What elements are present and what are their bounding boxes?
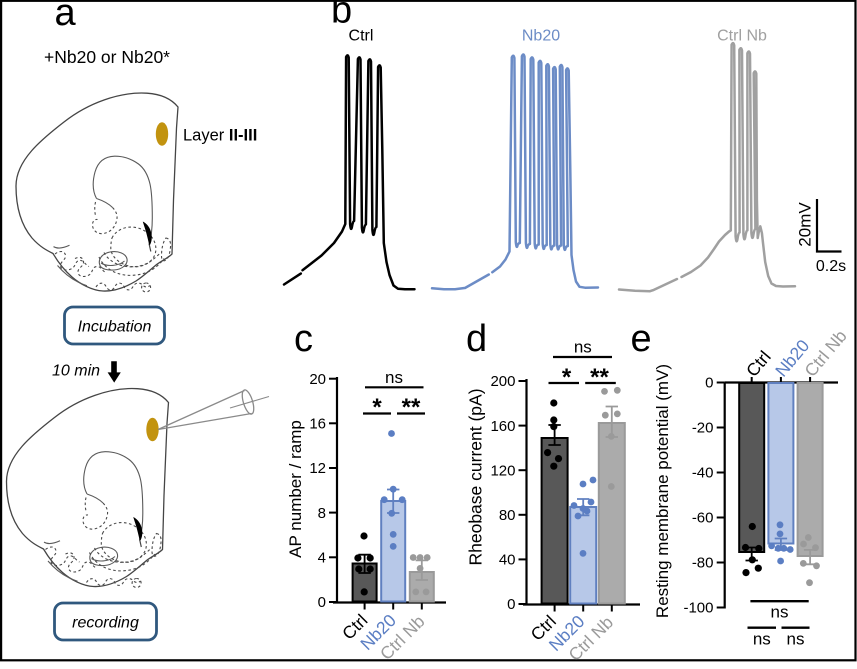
svg-text:Nb20: Nb20 <box>522 28 560 45</box>
svg-text:+Nb20 or Nb20*: +Nb20 or Nb20* <box>44 47 170 67</box>
svg-text:ns: ns <box>787 630 805 649</box>
svg-text:*: * <box>562 364 572 391</box>
svg-text:Ctrl: Ctrl <box>349 28 374 45</box>
svg-text:20mV: 20mV <box>796 202 815 247</box>
svg-text:8: 8 <box>318 505 326 522</box>
svg-text:Incubation: Incubation <box>78 319 152 336</box>
svg-text:4: 4 <box>318 550 326 567</box>
svg-text:Ctrl Nb: Ctrl Nb <box>717 28 767 45</box>
svg-text:160: 160 <box>490 418 515 435</box>
svg-text:-100: -100 <box>683 600 713 617</box>
svg-text:0.2s: 0.2s <box>816 258 846 275</box>
svg-text:10 min: 10 min <box>52 363 100 380</box>
svg-text:AP number / ramp: AP number / ramp <box>286 420 305 558</box>
svg-text:0: 0 <box>318 594 326 611</box>
svg-text:Layer II-III: Layer II-III <box>183 127 257 145</box>
svg-text:**: ** <box>590 364 609 391</box>
svg-text:16: 16 <box>309 416 326 433</box>
svg-text:*: * <box>372 394 382 421</box>
svg-text:20: 20 <box>309 371 326 388</box>
svg-text:e: e <box>631 318 652 360</box>
svg-text:**: ** <box>402 394 421 421</box>
svg-text:80: 80 <box>499 507 516 524</box>
svg-text:d: d <box>466 318 487 360</box>
svg-text:200: 200 <box>490 373 515 390</box>
svg-text:c: c <box>294 318 313 360</box>
svg-text:-20: -20 <box>692 420 714 437</box>
svg-text:12: 12 <box>309 460 326 477</box>
svg-text:Resting membrane potential (mV: Resting membrane potential (mV) <box>653 364 672 618</box>
svg-text:120: 120 <box>490 462 515 479</box>
svg-text:0: 0 <box>705 375 713 392</box>
svg-text:0: 0 <box>507 596 515 613</box>
svg-text:ns: ns <box>385 368 403 387</box>
svg-text:-80: -80 <box>692 555 714 572</box>
svg-text:ns: ns <box>771 603 789 622</box>
svg-text:a: a <box>55 0 77 34</box>
svg-text:-40: -40 <box>692 465 714 482</box>
svg-text:Rheobase current (pA): Rheobase current (pA) <box>466 388 486 565</box>
svg-text:40: 40 <box>499 552 516 569</box>
svg-text:ns: ns <box>753 630 771 649</box>
svg-text:b: b <box>331 0 352 32</box>
svg-text:ns: ns <box>574 338 592 357</box>
svg-text:-60: -60 <box>692 510 714 527</box>
svg-text:recording: recording <box>72 615 139 632</box>
